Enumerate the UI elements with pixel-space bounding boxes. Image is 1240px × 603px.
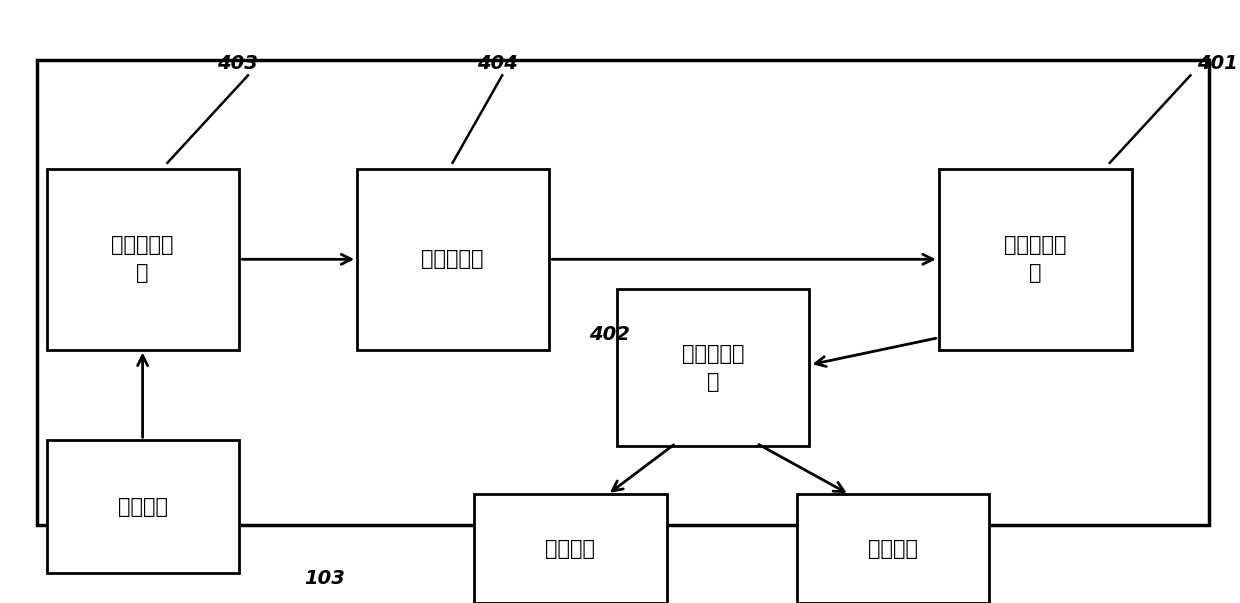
Bar (37, 60, 1209, 525)
Text: 404: 404 (477, 54, 518, 73)
Bar (47, 169, 238, 350)
Text: 402: 402 (589, 325, 630, 344)
Text: 403: 403 (217, 54, 258, 73)
Bar (796, 494, 990, 603)
Bar (618, 289, 808, 446)
Text: 103: 103 (304, 569, 345, 589)
Bar (940, 169, 1131, 350)
Text: 主机通信模
块: 主机通信模 块 (112, 235, 174, 283)
Text: 用户终端: 用户终端 (868, 538, 918, 559)
Text: 用户通信模
块: 用户通信模 块 (682, 344, 744, 392)
Bar (357, 169, 549, 350)
Text: 401: 401 (1197, 54, 1238, 73)
Text: 数据库模块: 数据库模块 (422, 249, 484, 270)
Bar (47, 440, 238, 573)
Text: 监测主机: 监测主机 (118, 496, 167, 517)
Text: 数据查询模
块: 数据查询模 块 (1004, 235, 1066, 283)
Text: 短信接收: 短信接收 (546, 538, 595, 559)
Bar (474, 494, 667, 603)
